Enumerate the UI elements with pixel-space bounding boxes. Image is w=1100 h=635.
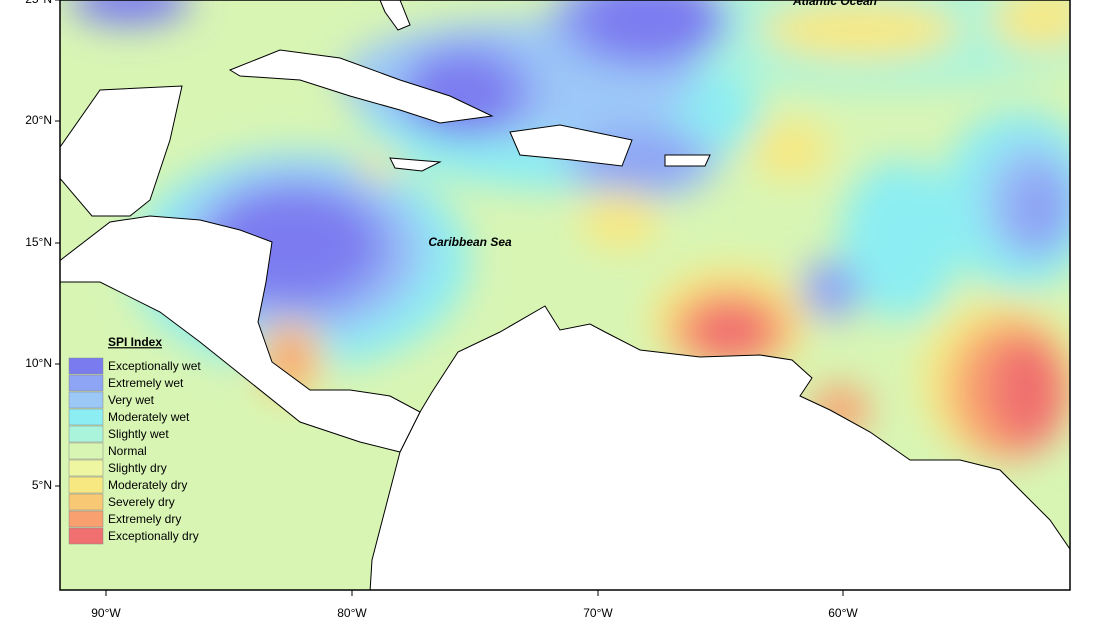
legend-swatch	[68, 425, 104, 443]
lon-label: 70°W	[583, 606, 613, 620]
legend-swatch	[68, 510, 104, 528]
sea-label: Caribbean Sea	[428, 235, 512, 249]
legend-swatch	[68, 408, 104, 426]
spi-region	[580, 190, 660, 250]
legend-label: Extremely dry	[108, 512, 181, 526]
legend-label: Moderately wet	[108, 410, 190, 424]
legend-label: Extremely wet	[108, 376, 184, 390]
legend-label: Exceptionally wet	[108, 359, 201, 373]
legend-label: Slightly wet	[108, 427, 169, 441]
spi-region	[990, 335, 1070, 445]
jamaica	[389, 157, 442, 172]
legend-swatch	[68, 442, 104, 460]
legend-label: Moderately dry	[108, 478, 187, 492]
legend-swatch	[68, 527, 104, 545]
ocean-label: Atlantic Ocean	[792, 0, 877, 8]
spi-region	[800, 260, 860, 320]
spi-region	[70, 0, 190, 25]
legend-title: SPI Index	[108, 335, 162, 349]
legend-label: Exceptionally dry	[108, 529, 199, 543]
spi-region	[690, 300, 770, 360]
south-america	[369, 305, 1070, 590]
lon-label: 90°W	[91, 606, 121, 620]
lat-label: 10°N	[25, 356, 52, 370]
cuba	[228, 49, 494, 124]
legend-swatch	[68, 493, 104, 511]
yucatan	[60, 85, 183, 217]
lat-label: 25°N	[25, 0, 52, 6]
florida	[379, 0, 411, 31]
lat-label: 5°N	[32, 478, 52, 492]
legend-swatch	[68, 476, 104, 494]
legend-swatch	[68, 374, 104, 392]
spi-region	[990, 0, 1070, 50]
lat-label: 15°N	[25, 235, 52, 249]
lat-label: 20°N	[25, 113, 52, 127]
legend-swatch	[68, 391, 104, 409]
lon-label: 80°W	[337, 606, 367, 620]
legend: Exceptionally wet Extremely wet Very wet Mo…	[68, 357, 201, 545]
spi-region	[580, 0, 720, 60]
map-frame	[59, 0, 1071, 591]
puerto-rico	[664, 154, 711, 167]
legend-label: Very wet	[108, 393, 155, 407]
legend-label: Severely dry	[108, 495, 175, 509]
hispaniola	[509, 124, 633, 167]
legend-label: Normal	[108, 444, 147, 458]
legend-swatch	[68, 357, 104, 375]
spi-region	[840, 160, 960, 320]
legend-swatch	[68, 459, 104, 477]
land	[60, 0, 1070, 590]
legend-label: Slightly dry	[108, 461, 167, 475]
spi-region	[760, 0, 960, 60]
central-america	[60, 215, 421, 453]
spi-region	[750, 120, 830, 180]
spi-region	[1005, 165, 1070, 255]
lon-label: 60°W	[828, 606, 858, 620]
